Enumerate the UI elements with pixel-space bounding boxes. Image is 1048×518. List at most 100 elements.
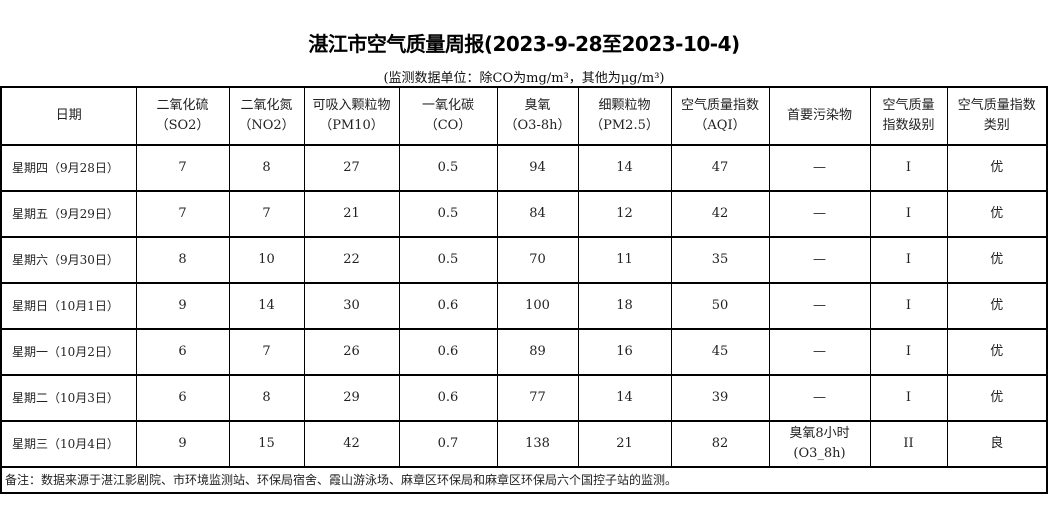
table-cell: 30	[303, 282, 400, 330]
table-cell: 优	[946, 328, 1048, 376]
table-cell: 星期三（10月4日）	[0, 420, 137, 468]
column-header: 可吸入颗粒物 （PM10）	[303, 86, 400, 146]
table-row: 星期二（10月3日） 6 8 29 0.6 77 14 39— I 优	[0, 374, 1048, 422]
table-cell: 22	[303, 236, 400, 284]
table-row: 星期四（9月28日） 7 8 27 0.5 94 14 47— I 优	[0, 144, 1048, 192]
table-cell: I	[869, 144, 948, 192]
table-cell: —	[768, 236, 871, 284]
table-cell: 优	[946, 282, 1048, 330]
table-cell: 0.7	[398, 420, 498, 468]
table-cell: 89	[496, 328, 579, 376]
table-cell: 6	[135, 374, 230, 422]
table-cell: —	[768, 328, 871, 376]
header-sub: （PM10）	[319, 118, 384, 133]
table-cell: 82	[670, 420, 770, 468]
table-cell: 0.6	[398, 328, 498, 376]
column-header: 臭氧 （O3-8h）	[496, 86, 579, 146]
table-cell: 100	[496, 282, 579, 330]
header-label: 日期	[55, 108, 82, 123]
table-cell: 26	[303, 328, 400, 376]
header-label: 空气质量指数	[680, 98, 759, 113]
table-cell: 42	[303, 420, 400, 468]
column-header: 空气质量 指数级别	[869, 86, 948, 146]
table-cell: 7	[135, 190, 230, 238]
table-cell: 15	[228, 420, 305, 468]
column-header: 一氧化碳 （CO）	[398, 86, 498, 146]
header-label: 一氧化碳	[421, 98, 474, 113]
column-header: 细颗粒物 （PM2.5）	[577, 86, 672, 146]
table-cell: —	[768, 374, 871, 422]
column-header: 空气质量指数 类别	[946, 86, 1048, 146]
header-sub: （CO）	[424, 118, 472, 133]
header-label: 可吸入颗粒物	[312, 98, 391, 113]
table-cell: 8	[135, 236, 230, 284]
table-cell: 94	[496, 144, 579, 192]
table-cell: 良	[946, 420, 1048, 468]
table-cell: 138	[496, 420, 579, 468]
table-cell: I	[869, 236, 948, 284]
column-header: 日期	[0, 86, 137, 146]
table-cell: 50	[670, 282, 770, 330]
table-cell: 0.5	[398, 236, 498, 284]
table-cell: 7	[228, 328, 305, 376]
column-header: 首要污染物	[768, 86, 871, 146]
unit-note: (监测数据单位：除CO为mg/m³，其他为μg/m³)	[383, 71, 665, 86]
table-cell: 16	[577, 328, 672, 376]
table-cell: 12	[577, 190, 672, 238]
table-cell: —	[768, 282, 871, 330]
table-cell: 35	[670, 236, 770, 284]
table-cell: 21	[303, 190, 400, 238]
table-cell: 星期一（10月2日）	[0, 328, 137, 376]
table-cell: 7	[228, 190, 305, 238]
table-cell: 14	[228, 282, 305, 330]
table-cell: 星期六（9月30日）	[0, 236, 137, 284]
table-row: 星期六（9月30日） 8 10 22 0.5 70 11 35— I 优	[0, 236, 1048, 284]
table-cell: 18	[577, 282, 672, 330]
column-header: 空气质量指数 （AQI）	[670, 86, 770, 146]
table-cell: 星期日（10月1日）	[0, 282, 137, 330]
table-cell: 0.5	[398, 144, 498, 192]
table-cell: 0.6	[398, 374, 498, 422]
table-cell: 10	[228, 236, 305, 284]
report-title: 湛江市空气质量周报(2023-9-28至2023-10-4)	[308, 32, 740, 56]
table-cell: —	[768, 190, 871, 238]
table-cell: 臭氧8小时 (O3_8h)	[768, 420, 871, 468]
column-header: 二氧化硫 （SO2）	[135, 86, 230, 146]
header-sub: （NO2）	[238, 118, 295, 133]
table-row: 星期一（10月2日） 6 7 26 0.6 89 16 45— I 优	[0, 328, 1048, 376]
header-label: 空气质量	[882, 98, 935, 113]
table-cell: 6	[135, 328, 230, 376]
table-cell: 11	[577, 236, 672, 284]
table-cell: 8	[228, 374, 305, 422]
header-sub: （AQI）	[694, 118, 746, 133]
table-cell: 优	[946, 236, 1048, 284]
air-quality-table: 日期 二氧化硫 （SO2） 二氧化氮 （NO2） 可吸入颗粒物 （PM10） 一氧化碳 （CO）…	[0, 86, 1048, 494]
table-cell: I	[869, 282, 948, 330]
table-cell: 77	[496, 374, 579, 422]
table-cell: 84	[496, 190, 579, 238]
table-cell: 8	[228, 144, 305, 192]
table-cell: 优	[946, 374, 1048, 422]
header-label: 细颗粒物	[598, 98, 651, 113]
table-cell: 14	[577, 144, 672, 192]
table-cell: 星期四（9月28日）	[0, 144, 137, 192]
table-cell: 0.5	[398, 190, 498, 238]
table-cell: 39	[670, 374, 770, 422]
table-cell: 9	[135, 282, 230, 330]
header-sub: 指数级别	[882, 118, 935, 133]
table-row: 星期三（10月4日） 9 15 42 0.7 138 21 82 臭氧8小时 (O3_8h) II…	[0, 420, 1048, 468]
header-sub: 类别	[983, 118, 1010, 133]
header-row: 日期 二氧化硫 （SO2） 二氧化氮 （NO2） 可吸入颗粒物 （PM10） 一氧化碳 （CO）…	[0, 86, 1048, 146]
table-cell: —	[768, 144, 871, 192]
table-cell: 星期五（9月29日）	[0, 190, 137, 238]
table-cell: I	[869, 328, 948, 376]
table-cell: 45	[670, 328, 770, 376]
table-cell: 70	[496, 236, 579, 284]
table-cell: 14	[577, 374, 672, 422]
table-cell: 0.6	[398, 282, 498, 330]
header-sub: （PM2.5）	[590, 118, 659, 133]
table-cell: 优	[946, 144, 1048, 192]
table-cell: II	[869, 420, 948, 468]
table-cell: 7	[135, 144, 230, 192]
table-cell: 优	[946, 190, 1048, 238]
